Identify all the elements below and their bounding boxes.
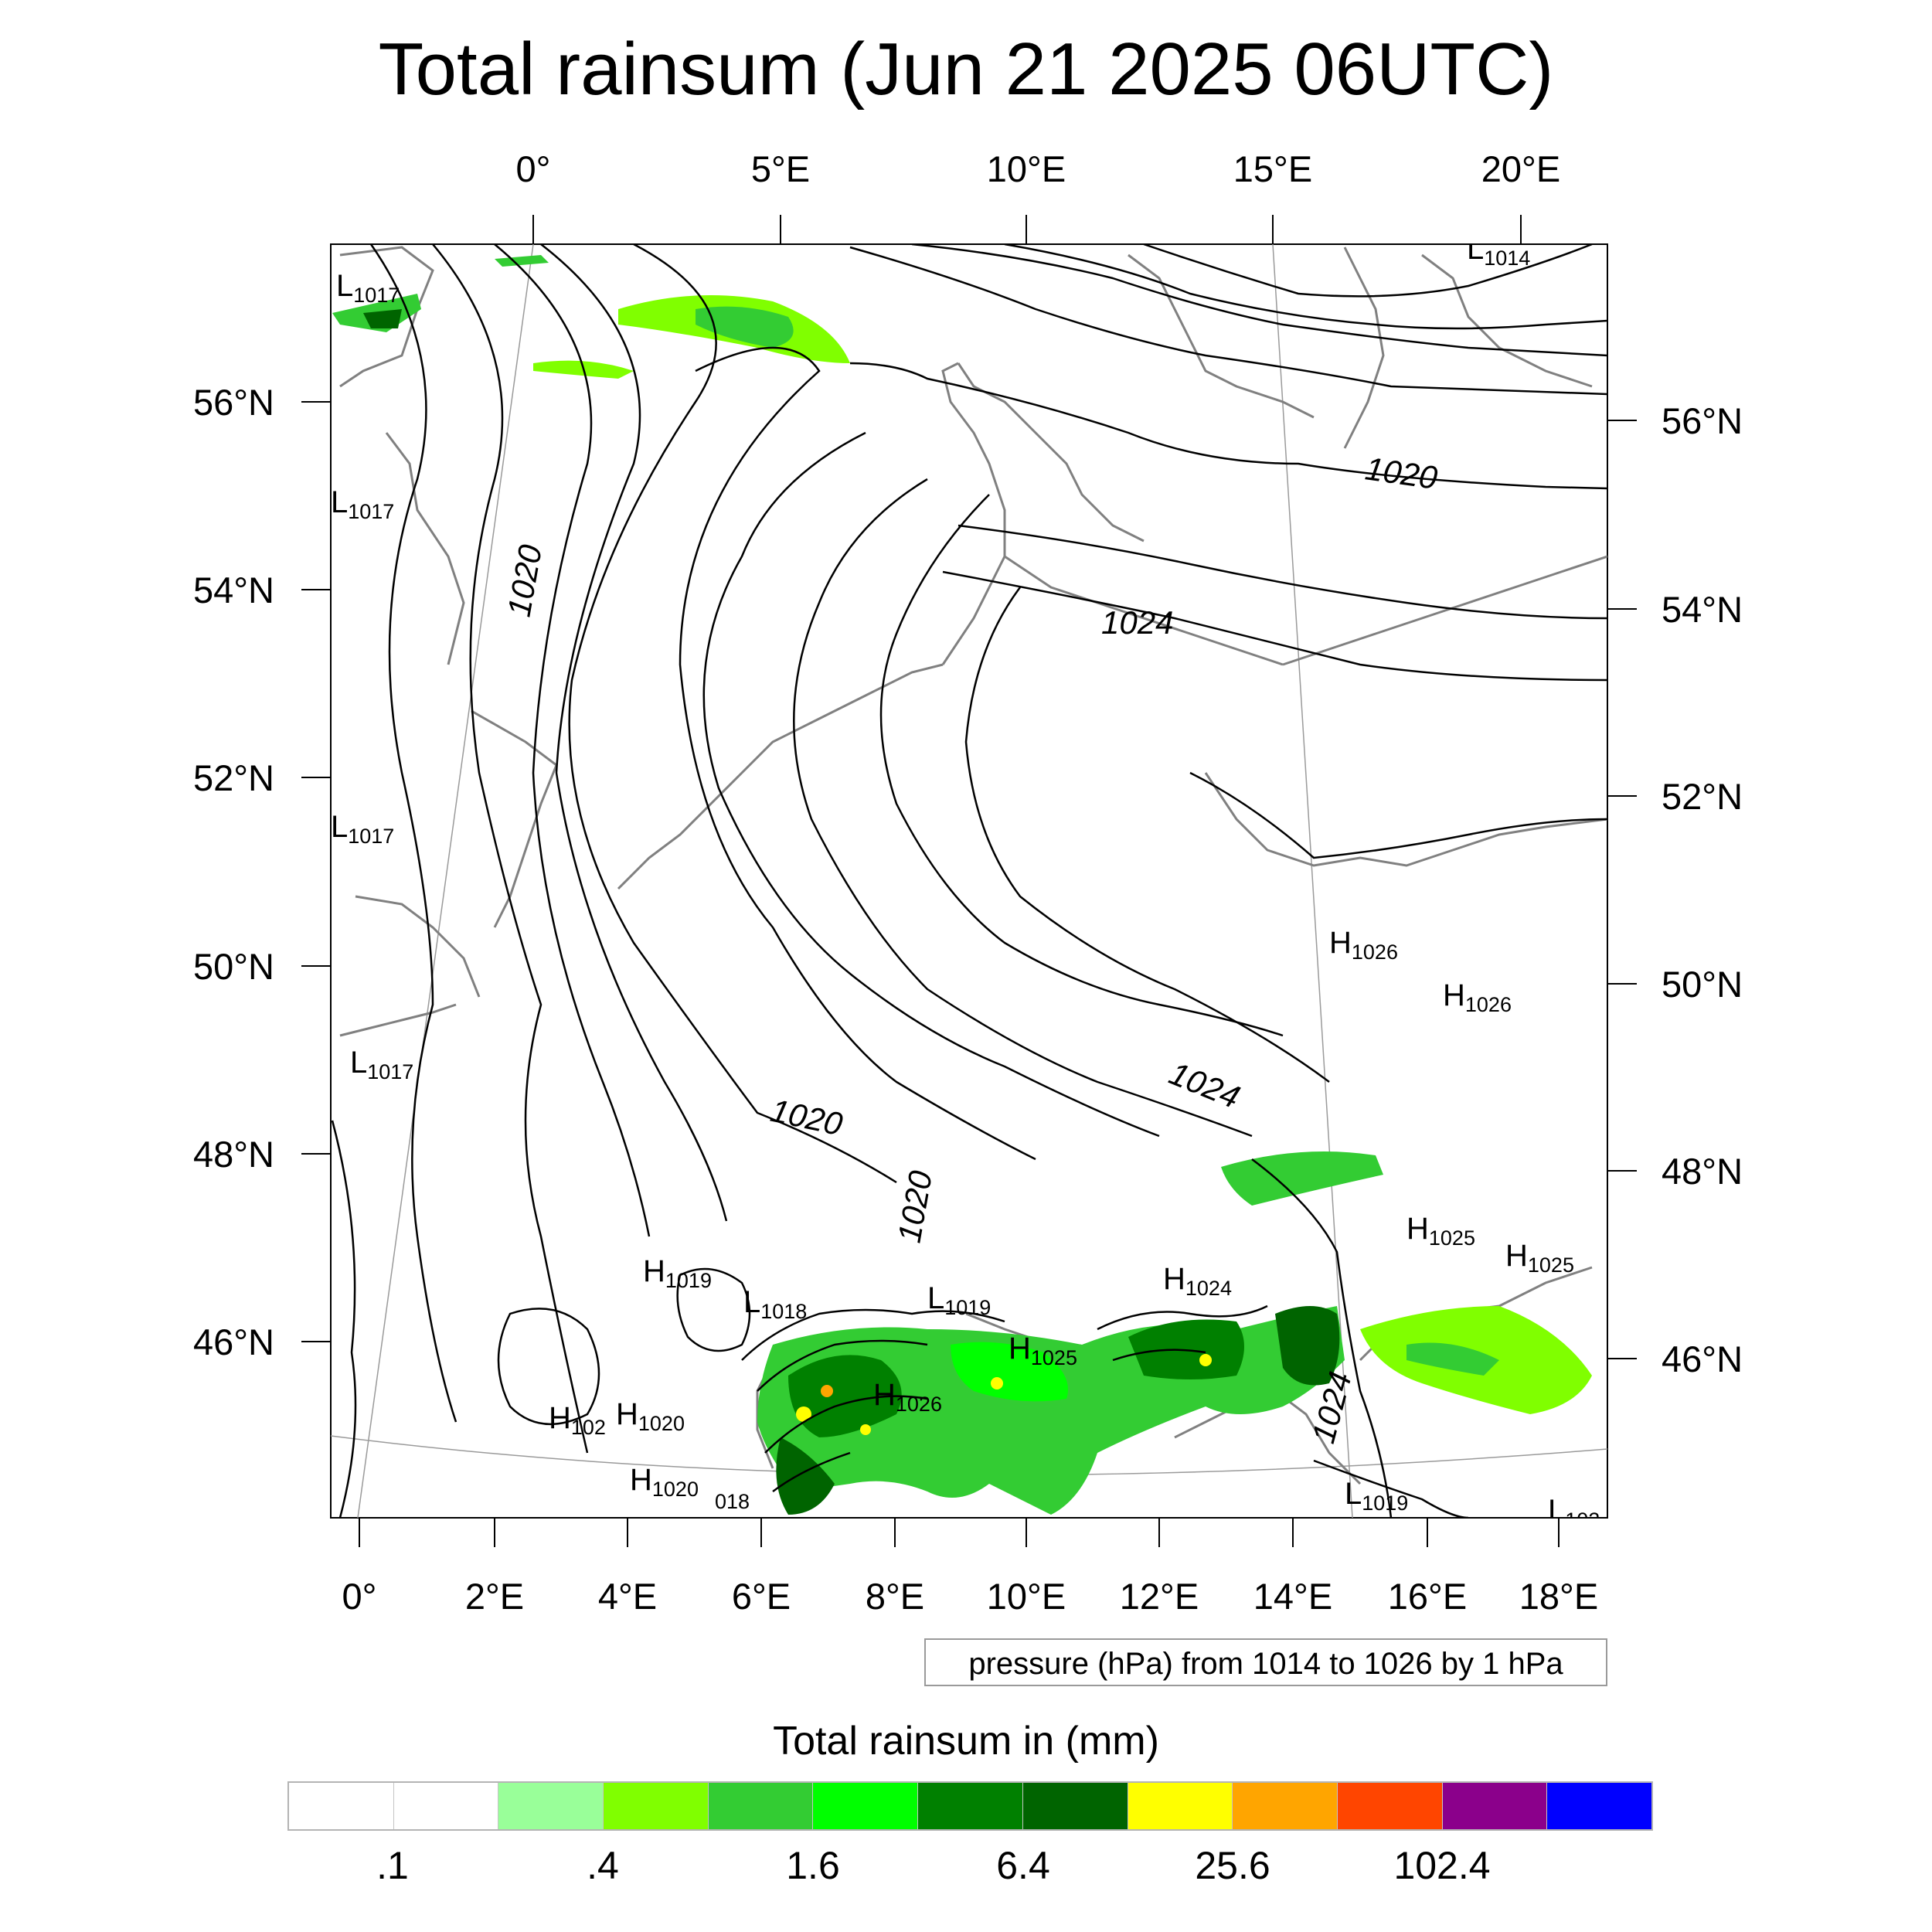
pressure-center: L1014 <box>1467 232 1530 270</box>
tick-label: 56°N <box>193 382 274 423</box>
tick-label: 54°N <box>1662 589 1743 630</box>
pressure-center: L1017 <box>331 810 394 848</box>
tick-label: 46°N <box>193 1321 274 1362</box>
colorbar-label: 6.4 <box>996 1844 1050 1887</box>
colorbar-label: .4 <box>587 1844 619 1887</box>
bottom-ticks <box>359 1518 1560 1547</box>
tick-label: 52°N <box>193 757 274 798</box>
tick-label: 10°E <box>987 1576 1066 1617</box>
pressure-center: H1020 <box>616 1397 685 1435</box>
isobars <box>331 244 1607 1518</box>
tick-label: 0° <box>342 1576 377 1617</box>
colorbar-cell <box>1442 1783 1548 1829</box>
tick-label: 52°N <box>1662 776 1743 817</box>
tick-label: 54°N <box>193 570 274 611</box>
pressure-center: H1025 <box>1009 1332 1077 1369</box>
colorbar-cell <box>604 1783 709 1829</box>
pressure-center: H1025 <box>1406 1212 1475 1250</box>
tick-label: 48°N <box>193 1134 274 1175</box>
colorbar-cell <box>708 1783 814 1829</box>
pressure-center: L1017 <box>350 1046 413 1083</box>
colorbar-cell <box>289 1783 394 1829</box>
tick-label: 15°E <box>1233 148 1312 189</box>
pressure-center: H1019 <box>643 1254 712 1292</box>
pressure-center: H102 <box>549 1401 606 1439</box>
pressure-center: H1024 <box>1163 1262 1232 1300</box>
pressure-center: L1019 <box>927 1281 991 1319</box>
map-title: Total rainsum (Jun 21 2025 06UTC) <box>378 28 1554 111</box>
pressure-center: L1017 <box>336 269 400 307</box>
fragment-label: 018 <box>715 1490 750 1513</box>
tick-label: 46°N <box>1662 1338 1743 1379</box>
coastlines <box>339 246 1607 1485</box>
pressure-center: L1018 <box>743 1285 807 1323</box>
tick-label: 16°E <box>1388 1576 1467 1617</box>
colorbar-label: 1.6 <box>786 1844 840 1887</box>
tick-label: 18°E <box>1519 1576 1598 1617</box>
colorbar-cell <box>1022 1783 1128 1829</box>
tick-label: 5°E <box>751 148 810 189</box>
tick-label: 50°N <box>1662 964 1743 1005</box>
isobar-label: 1024 <box>1101 604 1173 641</box>
colorbar-cell <box>813 1783 919 1829</box>
colorbar-label: 25.6 <box>1195 1844 1270 1887</box>
colorbar-cell <box>1337 1783 1443 1829</box>
colorbar-label: .1 <box>376 1844 409 1887</box>
colorbar <box>287 1781 1653 1831</box>
legend-title: Total rainsum in (mm) <box>773 1719 1159 1764</box>
tick-label: 4°E <box>598 1576 657 1617</box>
pressure-center: L1019 <box>1345 1477 1408 1515</box>
plot-frame <box>330 243 1608 1519</box>
tick-label: 48°N <box>1662 1151 1743 1192</box>
pressure-center: H1025 <box>1505 1239 1574 1277</box>
colorbar-cell <box>1547 1783 1651 1829</box>
left-axis-labels: 56°N 54°N 52°N 50°N 48°N 46°N <box>193 382 274 1362</box>
colorbar-cell <box>1233 1783 1338 1829</box>
rainfall-patches <box>332 255 1592 1515</box>
colorbar-label: 102.4 <box>1393 1844 1491 1887</box>
pressure-center: L102 <box>1548 1494 1600 1532</box>
tick-label: 20°E <box>1481 148 1560 189</box>
pressure-center: H1020 <box>630 1463 699 1501</box>
right-axis-labels: 56°N 54°N 52°N 50°N 48°N 46°N <box>1662 400 1743 1379</box>
colorbar-cell <box>918 1783 1023 1829</box>
left-ticks <box>301 401 331 1342</box>
tick-label: 8°E <box>866 1576 924 1617</box>
tick-label: 2°E <box>465 1576 524 1617</box>
colorbar-cell <box>393 1783 499 1829</box>
tick-label: 6°E <box>732 1576 791 1617</box>
tick-label: 10°E <box>987 148 1066 189</box>
tick-label: 50°N <box>193 946 274 987</box>
pressure-center: H1026 <box>873 1378 942 1416</box>
bottom-axis-labels: 0° 2°E 4°E 6°E 8°E 10°E 12°E 14°E 16°E 1… <box>342 1576 1599 1617</box>
contour-info-box: pressure (hPa) from 1014 to 1026 by 1 hP… <box>924 1638 1607 1686</box>
pressure-centers: L1014 L1017 L1017 L1017 L1017 H1026 H102… <box>331 232 1600 1532</box>
pressure-center: H1026 <box>1443 978 1512 1016</box>
top-ticks <box>532 215 1522 244</box>
tick-label: 14°E <box>1253 1576 1332 1617</box>
top-axis-labels: 0° 5°E 10°E 15°E 20°E <box>516 148 1561 189</box>
tick-label: 56°N <box>1662 400 1743 441</box>
tick-label: 0° <box>516 148 551 189</box>
pressure-center: L1017 <box>331 485 394 523</box>
right-ticks <box>1607 420 1637 1359</box>
pressure-center: H1026 <box>1329 926 1398 964</box>
colorbar-cell <box>1128 1783 1233 1829</box>
tick-label: 12°E <box>1120 1576 1199 1617</box>
colorbar-cell <box>498 1783 604 1829</box>
